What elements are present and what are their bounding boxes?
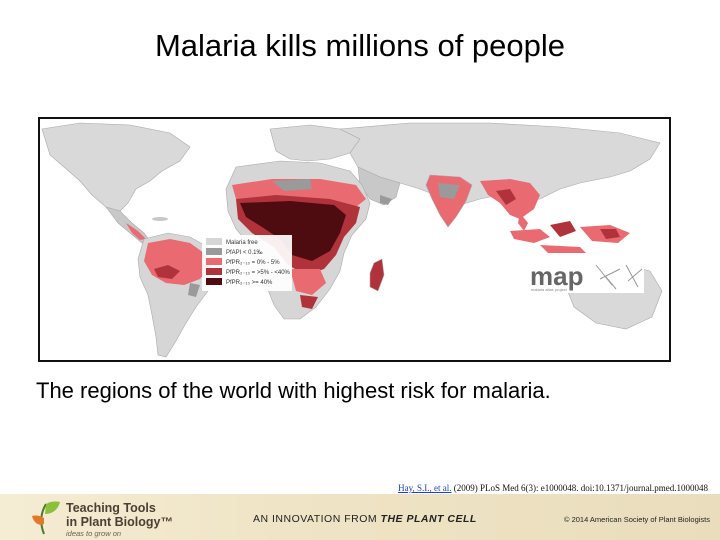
landmass-europe: [269, 124, 361, 162]
legend-label-5: PfPR₂₋₁₀ >= 40%: [226, 280, 273, 286]
legend-swatch-3: [206, 258, 222, 265]
innovation-source: THE PLANT CELL: [380, 513, 477, 525]
landmass-north-america: [41, 122, 191, 212]
citation-link[interactable]: Hay, S.I., et al.: [398, 483, 452, 493]
landmass-india: [425, 174, 473, 228]
slide-title: Malaria kills millions of people: [154, 28, 566, 63]
legend-swatch-2: [206, 248, 222, 255]
map-logo-subtext: malaria atlas project: [531, 287, 568, 292]
legend-label-2: PfAPI < 0.1‰: [226, 250, 263, 256]
brand-line-1: Teaching Tools: [66, 501, 156, 515]
legend-label-1: Malaria free: [226, 240, 258, 246]
citation-details: (2009) PLoS Med 6(3): e1000048. doi:10.1…: [451, 483, 708, 493]
legend-label-4: PfPR₂₋₁₀ = >5% - <40%: [226, 270, 291, 276]
landmass-madagascar: [369, 258, 385, 292]
brand-tagline: ideas to grow on: [66, 529, 122, 538]
leaf-logo-icon: [32, 501, 60, 535]
copyright-text: © 2014 American Society of Plant Biologi…: [563, 515, 710, 524]
world-map-graphic: Malaria free PfAPI < 0.1‰ PfPR₂₋₁₀ = 0% …: [40, 119, 669, 360]
legend-swatch-4: [206, 268, 222, 275]
footer-bar: Teaching Tools in Plant Biology™ ideas t…: [0, 494, 720, 540]
map-logo: map malaria atlas project: [526, 257, 644, 293]
legend-swatch-5: [206, 278, 222, 285]
innovation-text: AN INNOVATION FROM THE PLANT CELL: [253, 513, 477, 525]
mosquito-icon: [595, 264, 643, 290]
slide-caption: The regions of the world with highest ri…: [36, 378, 551, 403]
map-logo-text: map: [530, 261, 583, 291]
legend-label-3: PfPR₂₋₁₀ = 0% - 5%: [226, 260, 280, 266]
citation: Hay, S.I., et al. (2009) PLoS Med 6(3): …: [398, 483, 708, 493]
brand-line-2: in Plant Biology™: [66, 515, 173, 529]
map-legend: Malaria free PfAPI < 0.1‰ PfPR₂₋₁₀ = 0% …: [202, 235, 292, 291]
malaria-risk-map: Malaria free PfAPI < 0.1‰ PfPR₂₋₁₀ = 0% …: [38, 117, 671, 362]
legend-swatch-1: [206, 238, 222, 245]
